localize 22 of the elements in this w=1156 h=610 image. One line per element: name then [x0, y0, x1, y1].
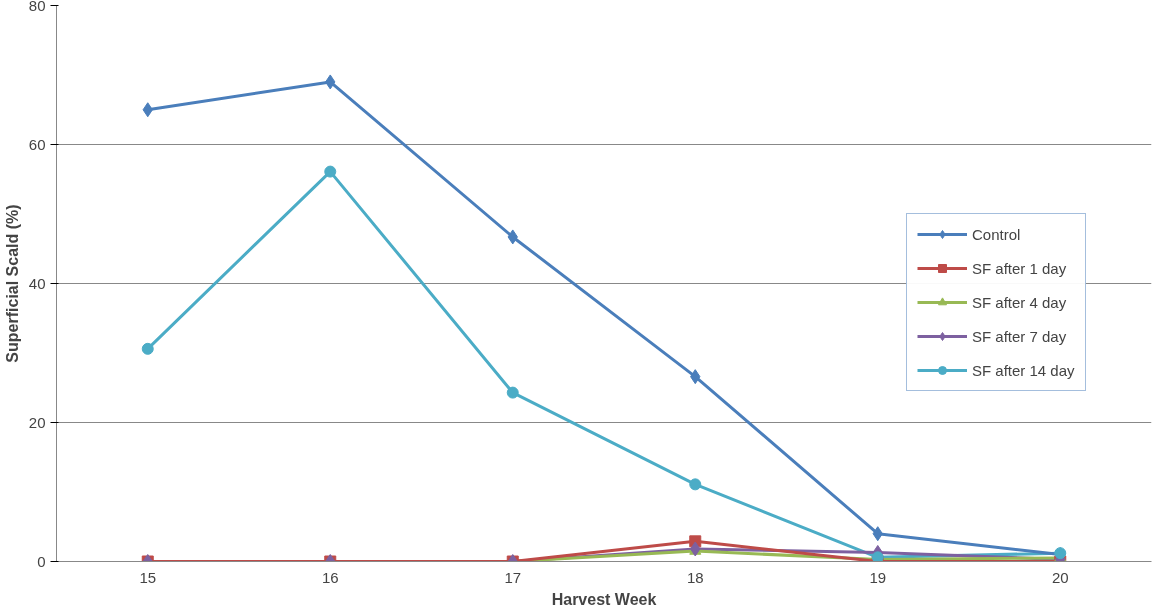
y-tick-label: 0 [37, 552, 46, 570]
point [506, 386, 519, 399]
legend-label: Control [972, 225, 1021, 243]
x-tick-label: 19 [869, 568, 887, 586]
point [324, 165, 337, 178]
x-axis-title: Harvest Week [551, 590, 657, 608]
x-tick-label: 17 [504, 568, 522, 586]
point [141, 342, 154, 355]
x-tick-label: 18 [686, 568, 704, 586]
legend-label: SF after 7 day [972, 327, 1067, 345]
x-tick-label: 20 [1051, 568, 1069, 586]
y-tick-label: 60 [28, 135, 46, 153]
x-tick-label: 15 [139, 568, 157, 586]
y-tick-label: 40 [28, 274, 46, 292]
legend-label: SF after 1 day [972, 259, 1067, 277]
y-axis-title: Superficial Scald (%) [3, 204, 21, 363]
legend-label: SF after 14 day [972, 361, 1075, 379]
x-tick-label: 16 [321, 568, 339, 586]
point [689, 478, 702, 491]
y-tick-label: 20 [28, 413, 46, 431]
legend-label: SF after 4 day [972, 293, 1067, 311]
y-tick-label: 80 [28, 0, 46, 14]
